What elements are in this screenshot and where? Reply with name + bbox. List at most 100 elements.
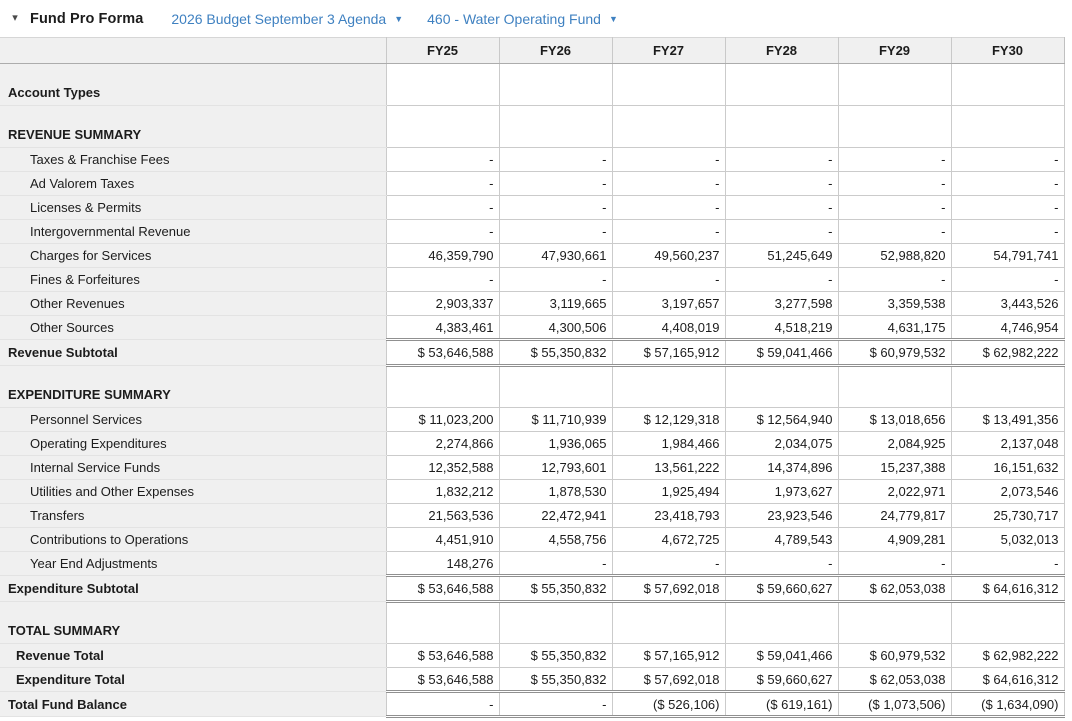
- table-cell-FY25: $ 53,646,588: [385, 574, 500, 603]
- table-row: Utilities and Other Expenses 1,832,212 1,8…: [0, 479, 1065, 504]
- table-cell-FY26: 22,472,941: [498, 503, 613, 528]
- column-header-FY28: FY28: [724, 37, 839, 64]
- table-cell-FY28: 23,923,546: [724, 503, 839, 528]
- table-cell-FY27: -: [611, 267, 726, 292]
- table-cell-FY29: [837, 105, 952, 148]
- table-cell-FY25: 46,359,790: [385, 243, 500, 268]
- row-label: REVENUE SUMMARY: [0, 105, 386, 148]
- table-cell-FY28: 51,245,649: [724, 243, 839, 268]
- table-cell-FY25: [385, 105, 500, 148]
- budget-dropdown[interactable]: 2026 Budget September 3 Agenda ▼: [171, 11, 403, 27]
- table-cell-FY29: 2,084,925: [837, 431, 952, 456]
- table-cell-FY30: -: [950, 219, 1065, 244]
- budget-dropdown-label: 2026 Budget September 3 Agenda: [171, 10, 387, 27]
- row-label: Revenue Total: [0, 643, 386, 668]
- table-cell-FY30: [950, 365, 1065, 408]
- row-label: Charges for Services: [0, 243, 386, 268]
- table-cell-FY30: ($ 1,634,090): [950, 690, 1065, 718]
- table-cell-FY30: $ 62,982,222: [950, 643, 1065, 668]
- row-label: Ad Valorem Taxes: [0, 171, 386, 196]
- table-cell-FY28: [724, 63, 839, 106]
- table-cell-FY25: -: [385, 171, 500, 196]
- row-label: Fines & Forfeitures: [0, 267, 386, 292]
- table-cell-FY28: 2,034,075: [724, 431, 839, 456]
- table-cell-FY25: -: [385, 267, 500, 292]
- table-cell-FY30: -: [950, 147, 1065, 172]
- table-cell-FY30: $ 64,616,312: [950, 574, 1065, 603]
- table-cell-FY28: -: [724, 147, 839, 172]
- table-cell-FY28: -: [724, 195, 839, 220]
- table-cell-FY28: $ 12,564,940: [724, 407, 839, 432]
- collapse-caret-icon[interactable]: ▾: [12, 12, 18, 24]
- table-cell-FY26: 1,878,530: [498, 479, 613, 504]
- table-cell-FY30: $ 64,616,312: [950, 667, 1065, 692]
- table-cell-FY30: 4,746,954: [950, 315, 1065, 340]
- table-cell-FY27: 4,408,019: [611, 315, 726, 340]
- column-header-FY25: FY25: [385, 37, 500, 64]
- table-row: Taxes & Franchise Fees - - - - - -: [0, 147, 1065, 172]
- table-cell-FY27: $ 57,165,912: [611, 338, 726, 367]
- table-row: REVENUE SUMMARY: [0, 105, 1065, 148]
- table-cell-FY28: 1,973,627: [724, 479, 839, 504]
- row-label: Utilities and Other Expenses: [0, 479, 386, 504]
- table-row: Fines & Forfeitures - - - - - -: [0, 267, 1065, 292]
- table-cell-FY27: $ 57,692,018: [611, 667, 726, 692]
- table-cell-FY29: $ 13,018,656: [837, 407, 952, 432]
- table-cell-FY28: ($ 619,161): [724, 690, 839, 718]
- table-cell-FY26: 1,936,065: [498, 431, 613, 456]
- table-cell-FY27: $ 12,129,318: [611, 407, 726, 432]
- table-cell-FY29: $ 60,979,532: [837, 338, 952, 367]
- row-label: Account Types: [0, 63, 386, 106]
- table-cell-FY28: -: [724, 219, 839, 244]
- column-header-FY30: FY30: [950, 37, 1065, 64]
- row-label: Transfers: [0, 503, 386, 528]
- table-cell-FY26: -: [498, 147, 613, 172]
- table-cell-FY30: -: [950, 171, 1065, 196]
- fund-dropdown[interactable]: 460 - Water Operating Fund ▼: [427, 11, 618, 27]
- row-label: Expenditure Total: [0, 667, 386, 692]
- table-cell-FY27: -: [611, 551, 726, 576]
- table-row: Account Types: [0, 63, 1065, 106]
- table-row: Licenses & Permits - - - - - -: [0, 195, 1065, 220]
- table-cell-FY25: $ 53,646,588: [385, 338, 500, 367]
- table-cell-FY26: 3,119,665: [498, 291, 613, 316]
- table-cell-FY25: [385, 601, 500, 644]
- table-cell-FY29: 4,631,175: [837, 315, 952, 340]
- row-label: Contributions to Operations: [0, 527, 386, 552]
- table-row: Revenue Subtotal $ 53,646,588 $ 55,350,832…: [0, 338, 1065, 367]
- table-cell-FY26: 12,793,601: [498, 455, 613, 480]
- table-cell-FY29: 24,779,817: [837, 503, 952, 528]
- table-cell-FY28: 3,277,598: [724, 291, 839, 316]
- table-row: Contributions to Operations 4,451,910 4,55…: [0, 527, 1065, 552]
- column-header-blank: [0, 37, 387, 64]
- table-cell-FY27: -: [611, 171, 726, 196]
- table-cell-FY27: [611, 365, 726, 408]
- table-cell-FY30: -: [950, 195, 1065, 220]
- table-cell-FY27: 23,418,793: [611, 503, 726, 528]
- row-label: Revenue Subtotal: [0, 339, 386, 366]
- table-cell-FY26: $ 55,350,832: [498, 667, 613, 692]
- row-label: EXPENDITURE SUMMARY: [0, 365, 386, 408]
- table-cell-FY25: -: [385, 147, 500, 172]
- table-cell-FY28: 4,789,543: [724, 527, 839, 552]
- row-label: Internal Service Funds: [0, 455, 386, 480]
- table-cell-FY26: $ 55,350,832: [498, 338, 613, 367]
- row-label: Licenses & Permits: [0, 195, 386, 220]
- table-cell-FY28: -: [724, 551, 839, 576]
- table-row: Expenditure Total $ 53,646,588 $ 55,350,83…: [0, 667, 1065, 692]
- table-row: Internal Service Funds 12,352,588 12,793,6…: [0, 455, 1065, 480]
- row-label: Other Sources: [0, 315, 386, 340]
- table-cell-FY27: -: [611, 219, 726, 244]
- table-cell-FY25: -: [385, 195, 500, 220]
- table-row: Year End Adjustments 148,276- - - - -: [0, 551, 1065, 576]
- table-cell-FY26: $ 11,710,939: [498, 407, 613, 432]
- table-cell-FY30: 2,073,546: [950, 479, 1065, 504]
- table-cell-FY27: -: [611, 147, 726, 172]
- column-header-FY29: FY29: [837, 37, 952, 64]
- table-cell-FY25: 1,832,212: [385, 479, 500, 504]
- table-cell-FY28: $ 59,041,466: [724, 338, 839, 367]
- column-header-FY27: FY27: [611, 37, 726, 64]
- table-cell-FY26: 4,300,506: [498, 315, 613, 340]
- table-cell-FY30: 3,443,526: [950, 291, 1065, 316]
- table-cell-FY29: [837, 365, 952, 408]
